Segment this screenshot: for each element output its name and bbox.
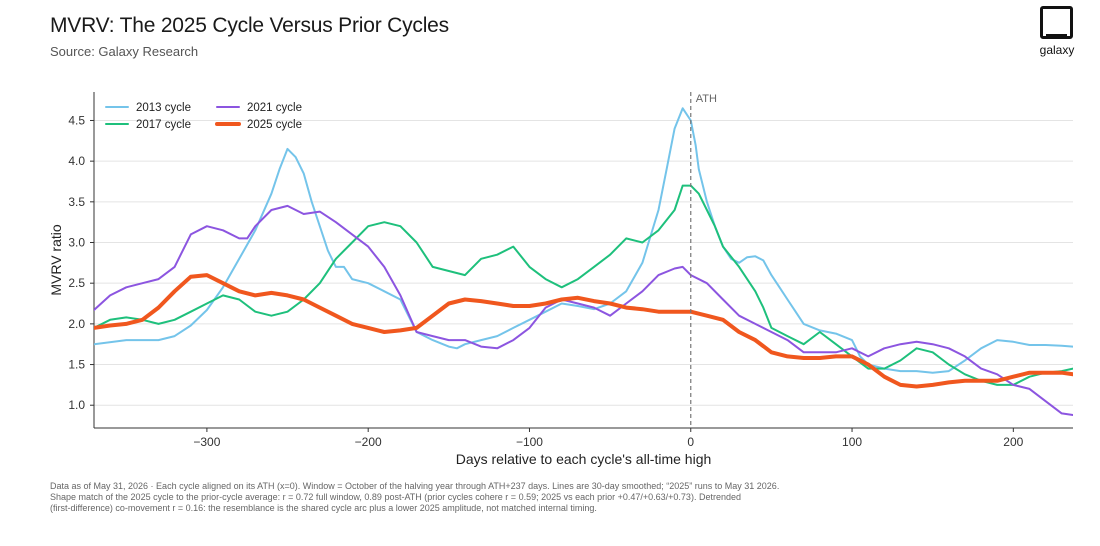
x-tick-label: −100 [516, 435, 543, 449]
legend-entry: 2017 cycle [136, 119, 191, 131]
footnote-line: Data as of May 31, 2026 · Each cycle ali… [50, 481, 780, 491]
series-line-2017-cycle [94, 184, 1073, 386]
chart-source: Source: Galaxy Research [50, 44, 199, 59]
series-line-2013-cycle [94, 107, 1073, 374]
y-tick-label: 4.0 [68, 154, 85, 168]
x-tick-label: −300 [193, 435, 220, 449]
y-tick-label: 2.5 [68, 276, 85, 290]
footnote-line: Shape match of the 2025 cycle to the pri… [50, 492, 741, 502]
y-tick-label: 1.0 [68, 398, 85, 412]
legend-entry: 2013 cycle [136, 102, 191, 114]
ath-label: ATH [696, 93, 717, 105]
chart-title: MVRV: The 2025 Cycle Versus Prior Cycles [50, 14, 449, 37]
footnote-line: (first-difference) co-movement r = 0.16:… [50, 503, 597, 513]
x-tick-label: 100 [842, 435, 862, 449]
y-tick-label: 4.5 [68, 113, 85, 127]
y-tick-label: 2.0 [68, 317, 85, 331]
legend-entry: 2025 cycle [247, 119, 302, 131]
series-group [94, 107, 1073, 416]
galaxy-logo-text: galaxy [1039, 43, 1075, 57]
series-line-2021-cycle [94, 204, 1073, 416]
legend-entry: 2021 cycle [247, 102, 302, 114]
y-tick-label: 1.5 [68, 358, 85, 372]
y-tick-label: 3.5 [68, 195, 85, 209]
footnote: Data as of May 31, 2026 · Each cycle ali… [50, 481, 1050, 514]
series-line-2025-cycle [94, 273, 1073, 389]
y-axis-label: MVRV ratio [48, 224, 64, 296]
galaxy-logo-icon [1040, 6, 1073, 39]
mvrv-line-chart: 1.0 1.5 2.0 2.5 3.0 3.5 4.0 4.5 −300 −200 −100 0 100… [48, 92, 1073, 467]
y-tick-label: 3.0 [68, 236, 85, 250]
x-tick-label: 0 [687, 435, 694, 449]
x-tick-label: −200 [355, 435, 382, 449]
x-tick-label: 200 [1003, 435, 1023, 449]
galaxy-logo: galaxy [1030, 6, 1084, 62]
x-axis-label: Days relative to each cycle's all-time h… [456, 451, 712, 467]
